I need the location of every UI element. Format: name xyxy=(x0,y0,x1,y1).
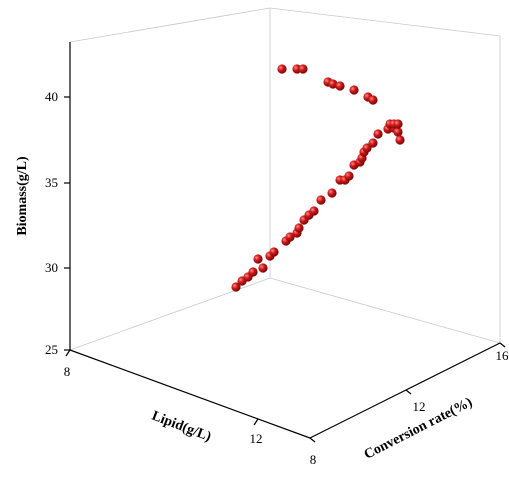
scatter-point xyxy=(248,267,258,277)
scatter-point xyxy=(298,64,308,74)
scatter-point xyxy=(231,282,241,292)
axes xyxy=(69,42,501,439)
scatter-point xyxy=(368,95,378,105)
scatter-point xyxy=(253,254,263,264)
z-tick-label: 40 xyxy=(45,89,58,104)
x-tick-label: 12 xyxy=(250,431,263,446)
scatter-point xyxy=(395,135,405,145)
scatter-point xyxy=(309,206,319,216)
z-tick-label: 35 xyxy=(45,175,58,190)
scatter-point xyxy=(258,263,268,273)
z-axis-title: Biomass(g/L) xyxy=(15,156,30,236)
x-tick-label: 8 xyxy=(64,364,71,379)
scatter-point xyxy=(316,195,326,205)
plot-box xyxy=(69,7,501,351)
scatter-point xyxy=(327,188,337,198)
scatter-point xyxy=(344,171,354,181)
y-tick-label: 16 xyxy=(496,348,509,363)
scatter-point xyxy=(277,64,287,74)
scatter-point xyxy=(393,119,403,129)
z-tick-label: 25 xyxy=(45,342,58,357)
scatter-point xyxy=(335,81,345,91)
scatter-point xyxy=(373,129,383,139)
scatter-points xyxy=(231,64,405,292)
scatter-point xyxy=(269,247,279,257)
scatter-point xyxy=(285,232,295,242)
scatter-point xyxy=(393,127,403,137)
y-axis-line xyxy=(309,342,501,439)
scatter-point xyxy=(349,85,359,95)
y-tick-label: 8 xyxy=(310,452,317,467)
scatter-point xyxy=(368,138,378,148)
scatter-point xyxy=(328,79,338,89)
x-axis-line xyxy=(69,349,311,439)
y-tick-label: 12 xyxy=(413,399,426,414)
z-tick-label: 30 xyxy=(45,260,58,275)
x-axis-title: Lipid(g/L) xyxy=(150,409,214,445)
z-ticks: 40 35 30 25 xyxy=(45,89,70,357)
y-ticks: 8 12 16 xyxy=(309,342,509,467)
scatter-point xyxy=(294,223,304,233)
x-ticks: 8 12 xyxy=(64,349,263,446)
